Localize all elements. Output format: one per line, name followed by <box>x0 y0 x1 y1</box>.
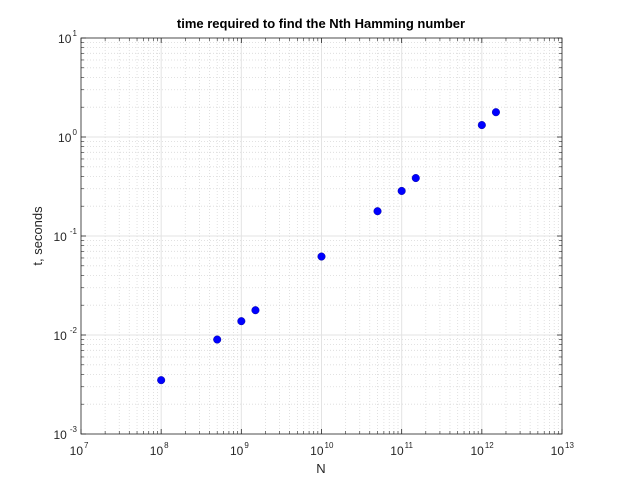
x-tick-label: 10 9 <box>230 441 249 458</box>
x-tick-label: 10 11 <box>390 441 413 458</box>
data-point <box>237 317 246 326</box>
x-tick-label: 10 13 <box>551 441 575 458</box>
x-tick-base: 10 <box>551 444 565 458</box>
x-tick-label: 10 12 <box>470 441 494 458</box>
x-tick-exponent: 12 <box>485 441 494 450</box>
data-point <box>157 376 166 385</box>
x-tick-base: 10 <box>70 444 84 458</box>
y-tick-exponent: -2 <box>70 326 78 335</box>
y-tick-label: -110 <box>53 227 77 244</box>
y-tick-label: 110 <box>58 29 78 46</box>
x-tick-base: 10 <box>310 444 324 458</box>
y-tick-label: -310 <box>53 425 77 442</box>
data-point <box>317 252 326 261</box>
y-tick-exponent: 0 <box>73 128 78 137</box>
x-tick-labels: 10 7 10 8 10 9 10 10 10 11 10 12 10 13 <box>70 441 575 458</box>
data-points <box>157 108 500 385</box>
x-tick-exponent: 10 <box>325 441 334 450</box>
data-point <box>491 108 500 117</box>
x-tick-label: 10 10 <box>310 441 334 458</box>
x-tick-base: 10 <box>230 444 244 458</box>
data-point <box>397 186 406 195</box>
data-point <box>373 207 382 216</box>
x-tick-exponent: 7 <box>84 441 89 450</box>
x-axis-label: N <box>316 461 325 476</box>
y-tick-base: 10 <box>53 230 67 244</box>
y-tick-exponent: -1 <box>70 227 78 236</box>
data-point <box>477 121 486 130</box>
y-tick-exponent: -3 <box>70 425 78 434</box>
x-tick-base: 10 <box>470 444 484 458</box>
x-tick-label: 10 7 <box>70 441 89 458</box>
x-tick-label: 10 8 <box>150 441 169 458</box>
y-tick-base: 10 <box>58 32 72 46</box>
y-tick-base: 10 <box>58 131 72 145</box>
y-tick-label: -210 <box>53 326 77 343</box>
data-point <box>251 306 260 315</box>
y-tick-exponent: 1 <box>73 29 78 38</box>
data-point <box>411 174 420 183</box>
x-tick-exponent: 11 <box>405 441 414 450</box>
y-tick-base: 10 <box>53 329 67 343</box>
x-tick-base: 10 <box>150 444 164 458</box>
y-tick-base: 10 <box>53 428 67 442</box>
y-axis-label: t, seconds <box>30 206 45 266</box>
y-tick-label: 010 <box>58 128 78 145</box>
x-tick-exponent: 13 <box>565 441 574 450</box>
data-point <box>213 335 222 344</box>
x-tick-exponent: 9 <box>244 441 249 450</box>
tick-marks <box>80 37 563 435</box>
x-tick-exponent: 8 <box>164 441 169 450</box>
x-tick-base: 10 <box>390 444 404 458</box>
chart-title: time required to find the Nth Hamming nu… <box>177 16 465 31</box>
